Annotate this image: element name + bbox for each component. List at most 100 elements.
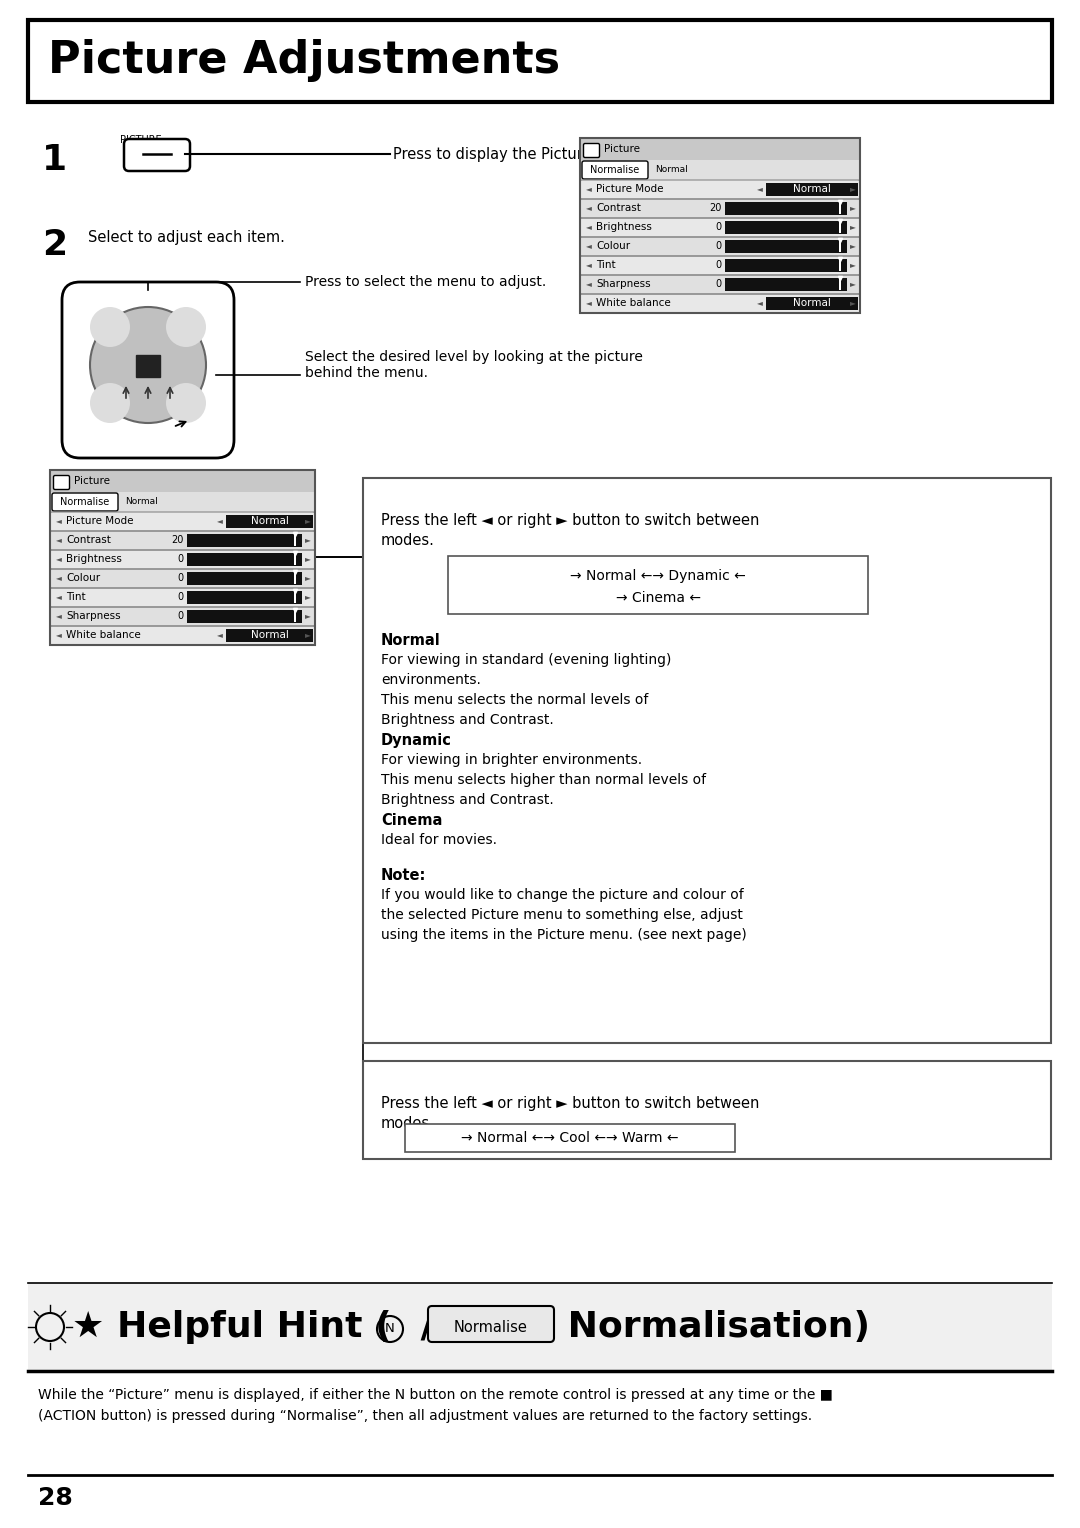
Text: While the “Picture” menu is displayed, if either the N button on the remote cont: While the “Picture” menu is displayed, i… [38,1387,833,1423]
Bar [839,241,841,252]
FancyBboxPatch shape [54,475,69,489]
Text: Normalise: Normalise [60,497,110,507]
Text: Note:: Note: [381,868,427,883]
Text: Tint: Tint [596,260,616,270]
Bar [580,180,860,199]
Text: 2: 2 [42,228,67,261]
Text: ◄: ◄ [56,535,62,544]
Text: Press the left ◄ or right ► button to switch between
modes.: Press the left ◄ or right ► button to sw… [381,1096,759,1131]
Text: Press to display the Picture menu.: Press to display the Picture menu. [393,147,643,162]
Bar [50,471,315,645]
Text: ◄: ◄ [56,573,62,582]
Text: ◄: ◄ [586,260,592,269]
Text: N: N [386,1322,395,1335]
Text: ►: ► [306,611,311,620]
Text: ►: ► [850,280,856,289]
Bar [448,556,868,614]
Bar [580,275,860,293]
Text: 0: 0 [716,222,723,232]
Text: ►: ► [306,555,311,564]
Bar [50,607,315,626]
Text: Normalisation): Normalisation) [555,1309,870,1345]
Text: 20: 20 [710,203,723,212]
Text: ►: ► [850,203,856,212]
Text: ◄: ◄ [586,223,592,232]
Text: 0: 0 [178,611,184,620]
Text: ►: ► [850,298,856,307]
Text: Picture: Picture [75,477,110,486]
Text: Sharpness: Sharpness [66,611,121,620]
Text: Dynamic: Dynamic [381,733,451,749]
Text: ►: ► [850,223,856,232]
Text: ◄: ◄ [586,203,592,212]
Bar [28,1284,1052,1371]
Text: Normal: Normal [793,183,831,194]
Text: ►: ► [306,535,311,544]
Bar [28,20,1052,102]
Bar [294,611,296,622]
Text: Colour: Colour [596,241,630,251]
Bar [363,1060,1051,1160]
Bar [580,257,860,275]
Text: → Normal ←→ Cool ←→ Warm ←: → Normal ←→ Cool ←→ Warm ← [461,1131,678,1144]
Text: Tint: Tint [66,591,85,602]
Bar [580,293,860,313]
Bar [226,630,313,642]
Text: Picture Mode: Picture Mode [66,516,134,526]
Text: ◄: ◄ [56,516,62,526]
FancyBboxPatch shape [583,144,599,157]
Text: Select to adjust each item.: Select to adjust each item. [87,231,285,244]
Bar [294,535,296,545]
Text: Contrast: Contrast [596,203,640,212]
Text: ◄: ◄ [586,185,592,194]
Bar [50,568,315,588]
Text: Normal: Normal [251,630,289,640]
Text: Normal: Normal [125,498,158,506]
Text: Normalise: Normalise [591,165,639,176]
Bar [725,260,847,272]
Bar [50,532,315,550]
Text: Picture: Picture [604,144,640,154]
Text: → Normal ←→ Dynamic ←: → Normal ←→ Dynamic ← [570,568,746,584]
Text: ◄: ◄ [56,631,62,640]
Bar [187,571,302,585]
Text: ►: ► [306,631,311,640]
Text: ►: ► [850,185,856,194]
Text: White balance: White balance [596,298,671,309]
Bar [725,202,847,215]
Bar [580,138,860,160]
Bar [580,219,860,237]
Text: 28: 28 [38,1487,72,1510]
Bar [136,354,160,377]
Text: 1: 1 [42,144,67,177]
Text: Brightness: Brightness [596,222,652,232]
Bar [50,626,315,645]
Text: ◄: ◄ [586,241,592,251]
Bar [363,478,1051,1044]
Bar [50,550,315,568]
Text: 0: 0 [178,555,184,564]
Text: Normal: Normal [793,298,831,309]
Text: 0: 0 [178,591,184,602]
Bar [580,138,860,313]
Text: Cinema: Cinema [381,813,443,828]
Bar [405,1125,735,1152]
Text: ◄: ◄ [586,298,592,307]
Ellipse shape [166,384,206,423]
Text: For viewing in brighter environments.
This menu selects higher than normal level: For viewing in brighter environments. Th… [381,753,706,807]
Text: 0: 0 [716,241,723,251]
Text: ►: ► [850,260,856,269]
Bar [294,591,296,604]
Text: Normal: Normal [251,516,289,526]
Bar [50,588,315,607]
Text: ◄: ◄ [56,555,62,564]
Text: ►: ► [306,573,311,582]
Text: Press to select the menu to adjust.: Press to select the menu to adjust. [305,275,546,289]
Text: PICTURE: PICTURE [120,134,162,145]
Ellipse shape [90,384,130,423]
Text: For viewing in standard (evening lighting)
environments.
This menu selects the n: For viewing in standard (evening lightin… [381,652,672,727]
Bar [580,138,860,313]
Text: Press the left ◄ or right ► button to switch between
modes.: Press the left ◄ or right ► button to sw… [381,513,759,549]
Bar [725,240,847,254]
Bar [226,515,313,529]
